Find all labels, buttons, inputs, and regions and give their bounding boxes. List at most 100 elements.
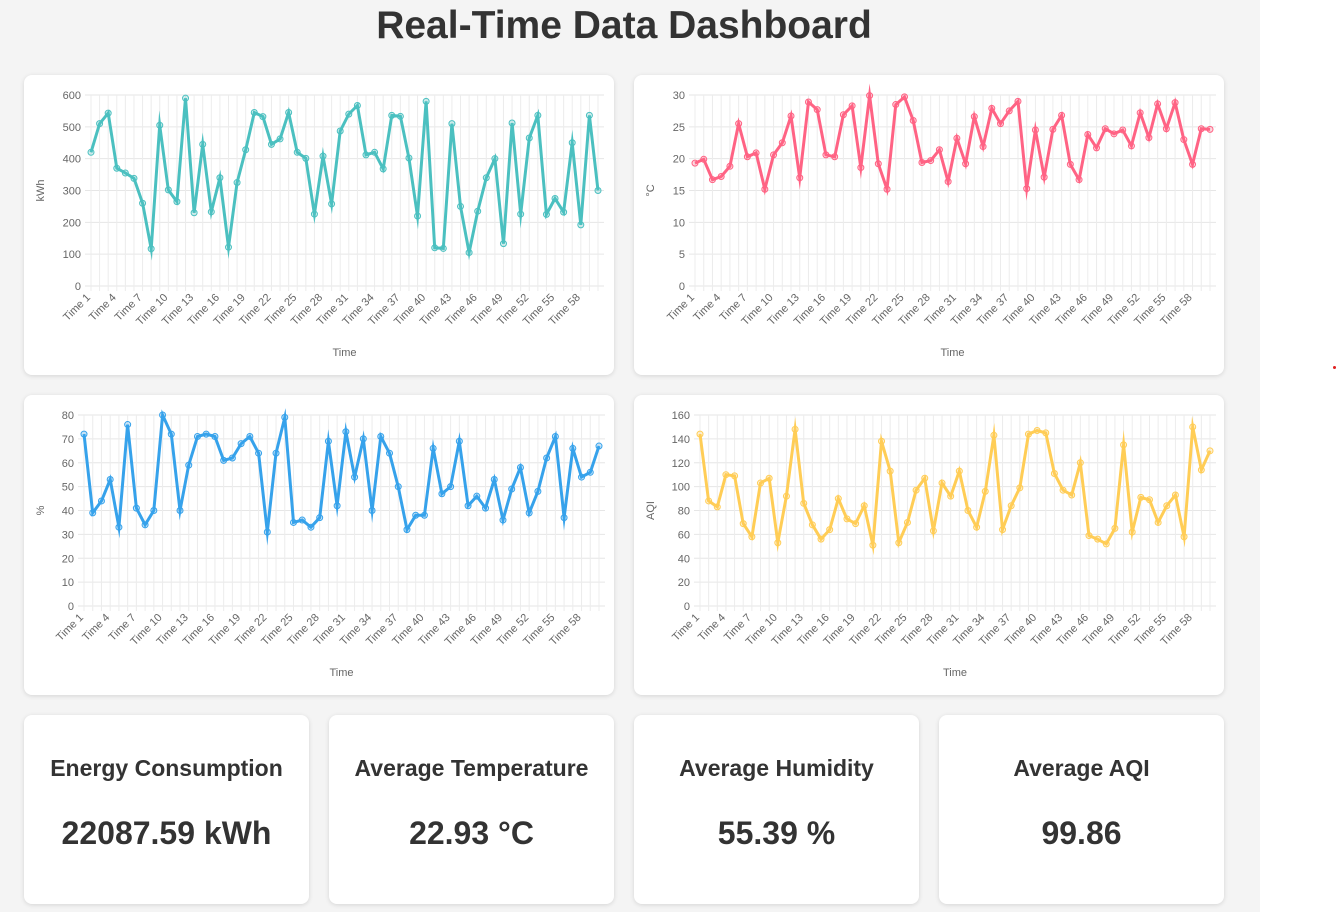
data-point[interactable] xyxy=(1085,532,1093,540)
data-point[interactable] xyxy=(285,109,293,117)
data-point[interactable] xyxy=(883,185,891,193)
data-point[interactable] xyxy=(176,507,184,514)
data-point[interactable] xyxy=(1094,535,1102,543)
data-point[interactable] xyxy=(159,411,167,419)
data-point[interactable] xyxy=(207,208,215,216)
data-point[interactable] xyxy=(368,507,376,514)
data-point[interactable] xyxy=(874,160,882,168)
data-point[interactable] xyxy=(150,507,158,514)
data-point[interactable] xyxy=(970,113,978,121)
data-point[interactable] xyxy=(973,523,981,531)
data-point[interactable] xyxy=(1137,493,1145,501)
data-point[interactable] xyxy=(731,472,739,480)
data-point[interactable] xyxy=(336,127,344,135)
data-point[interactable] xyxy=(929,527,937,535)
data-point[interactable] xyxy=(132,504,140,512)
data-point[interactable] xyxy=(412,511,420,519)
data-point[interactable] xyxy=(857,164,865,172)
data-point[interactable] xyxy=(748,533,756,541)
data-point[interactable] xyxy=(420,511,428,519)
data-point[interactable] xyxy=(1040,173,1048,181)
data-point[interactable] xyxy=(202,430,210,438)
data-point[interactable] xyxy=(852,520,860,528)
data-point[interactable] xyxy=(1049,125,1057,133)
data-point[interactable] xyxy=(267,140,275,148)
data-point[interactable] xyxy=(233,179,241,187)
data-point[interactable] xyxy=(403,526,411,534)
data-point[interactable] xyxy=(1014,97,1022,105)
data-point[interactable] xyxy=(517,210,525,218)
data-point[interactable] xyxy=(310,210,318,218)
data-point[interactable] xyxy=(333,502,341,510)
data-point[interactable] xyxy=(912,486,920,494)
data-point[interactable] xyxy=(542,210,550,218)
data-point[interactable] xyxy=(886,467,894,475)
data-point[interactable] xyxy=(817,535,825,543)
data-point[interactable] xyxy=(87,148,95,156)
data-point[interactable] xyxy=(848,102,856,110)
data-point[interactable] xyxy=(826,526,834,534)
data-point[interactable] xyxy=(938,479,946,487)
data-point[interactable] xyxy=(319,152,327,160)
data-point[interactable] xyxy=(97,497,105,505)
data-point[interactable] xyxy=(761,185,769,193)
data-point[interactable] xyxy=(892,101,900,109)
data-point[interactable] xyxy=(405,154,413,162)
data-point[interactable] xyxy=(1154,100,1162,108)
data-point[interactable] xyxy=(379,165,387,173)
data-point[interactable] xyxy=(182,94,190,102)
data-point[interactable] xyxy=(1076,459,1084,467)
data-point[interactable] xyxy=(121,169,129,177)
data-point[interactable] xyxy=(1075,176,1083,184)
data-point[interactable] xyxy=(394,483,402,491)
data-point[interactable] xyxy=(1050,469,1058,477)
data-point[interactable] xyxy=(979,143,987,151)
data-point[interactable] xyxy=(324,437,332,445)
data-point[interactable] xyxy=(115,523,123,531)
data-point[interactable] xyxy=(353,102,361,110)
data-point[interactable] xyxy=(345,110,353,118)
data-point[interactable] xyxy=(388,111,396,119)
data-point[interactable] xyxy=(1180,533,1188,541)
data-point[interactable] xyxy=(130,174,138,182)
data-point[interactable] xyxy=(429,444,437,452)
data-point[interactable] xyxy=(164,186,172,194)
data-point[interactable] xyxy=(147,245,155,253)
data-point[interactable] xyxy=(935,146,943,154)
data-point[interactable] xyxy=(185,461,193,469)
data-point[interactable] xyxy=(962,160,970,168)
data-point[interactable] xyxy=(791,425,799,433)
data-point[interactable] xyxy=(491,155,499,163)
data-point[interactable] xyxy=(1197,125,1205,133)
data-point[interactable] xyxy=(1189,423,1197,431)
data-point[interactable] xyxy=(955,467,963,475)
data-point[interactable] xyxy=(878,437,886,445)
data-point[interactable] xyxy=(765,474,773,482)
data-point[interactable] xyxy=(999,526,1007,534)
data-point[interactable] xyxy=(199,140,207,148)
data-point[interactable] xyxy=(302,154,310,162)
data-point[interactable] xyxy=(1154,518,1162,526)
data-point[interactable] xyxy=(757,479,765,487)
data-point[interactable] xyxy=(990,431,998,439)
data-point[interactable] xyxy=(988,104,996,112)
data-point[interactable] xyxy=(139,199,147,207)
data-point[interactable] xyxy=(106,475,114,483)
data-point[interactable] xyxy=(359,435,367,443)
data-point[interactable] xyxy=(1171,491,1179,499)
data-point[interactable] xyxy=(782,492,790,500)
data-point[interactable] xyxy=(211,432,219,440)
data-point[interactable] xyxy=(708,176,716,184)
data-point[interactable] xyxy=(508,119,516,127)
data-point[interactable] xyxy=(1189,160,1197,168)
data-point[interactable] xyxy=(804,98,812,106)
data-point[interactable] xyxy=(242,146,250,154)
data-point[interactable] xyxy=(289,518,297,526)
data-point[interactable] xyxy=(1033,427,1041,435)
data-point[interactable] xyxy=(89,509,97,517)
data-point[interactable] xyxy=(422,97,430,105)
data-point[interactable] xyxy=(482,174,490,182)
data-point[interactable] xyxy=(141,521,149,529)
data-point[interactable] xyxy=(568,139,576,147)
data-point[interactable] xyxy=(1163,502,1171,510)
